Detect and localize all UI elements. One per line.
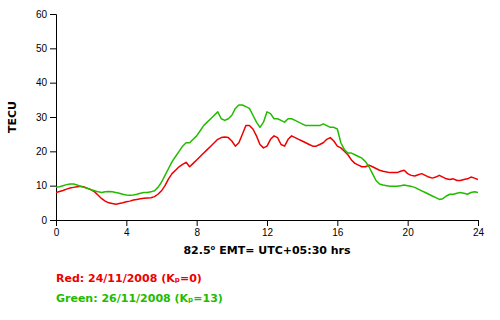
x-axis-line [57,221,479,227]
x-tick-label: 16 [332,227,344,238]
y-tick: 60 [36,9,56,20]
y-tick: 40 [36,77,56,88]
y-tick-mark [50,14,56,15]
y-tick: 50 [36,43,56,54]
x-axis-title: 82.5⁰ EMT= UTC+05:30 hrs [183,244,351,257]
series-line [56,105,478,199]
x-tick-label: 20 [403,227,415,238]
x-tick-mark [126,220,127,226]
y-tick-mark [50,117,56,118]
y-tick-mark [50,186,56,187]
y-axis: 0 10 20 30 40 50 60 [36,9,57,226]
y-tick-label: 40 [36,77,48,88]
y-tick-label: 20 [36,146,48,157]
x-tick-mark [408,220,409,226]
y-tick-label: 60 [36,9,48,20]
plot: 0 4 8 12 16 20 24 0 10 20 30 40 50 60 82.5⁰ EMT= UTC+0… [6,9,484,257]
y-axis-line [50,15,57,221]
x-tick-label: 12 [262,227,274,238]
y-tick-label: 30 [36,112,48,123]
x-tick-mark [337,220,338,226]
y-axis-title: TECU [6,101,19,133]
y-tick: 0 [41,215,56,226]
series-line [56,126,478,205]
y-tick: 10 [36,180,56,191]
x-tick: 4 [124,220,130,238]
y-tick-mark [50,220,56,221]
y-tick-label: 50 [36,43,48,54]
y-tick-label: 0 [41,215,47,226]
y-tick-label: 10 [36,180,48,191]
x-tick-mark [197,220,198,226]
legend-entry: Green: 26/11/2008 (Kₚ=13) [56,292,223,305]
lines [56,105,478,204]
x-tick-mark [267,220,268,226]
y-tick-mark [50,151,56,152]
x-axis: 0 4 8 12 16 20 24 [54,220,485,238]
y-tick-mark [50,48,56,49]
x-tick-label: 0 [54,227,60,238]
x-tick: 12 [262,220,274,238]
legend-entry: Red: 24/11/2008 (Kₚ=0) [56,272,202,285]
y-tick-mark [50,83,56,84]
x-tick: 0 [54,220,60,238]
x-tick-label: 4 [124,227,130,238]
x-tick-label: 8 [194,227,200,238]
chart: 0 4 8 12 16 20 24 0 10 20 30 40 50 60 82.5⁰ EMT= UTC+0… [0,0,500,320]
x-tick-mark [478,220,479,226]
x-tick: 20 [403,220,415,238]
legend: Red: 24/11/2008 (Kₚ=0) Green: 26/11/2008 … [56,272,223,305]
y-tick: 20 [36,146,56,157]
x-tick: 8 [194,220,200,238]
y-tick: 30 [36,112,56,123]
x-tick-label: 24 [473,227,485,238]
x-tick: 16 [332,220,344,238]
x-tick: 24 [473,220,485,238]
